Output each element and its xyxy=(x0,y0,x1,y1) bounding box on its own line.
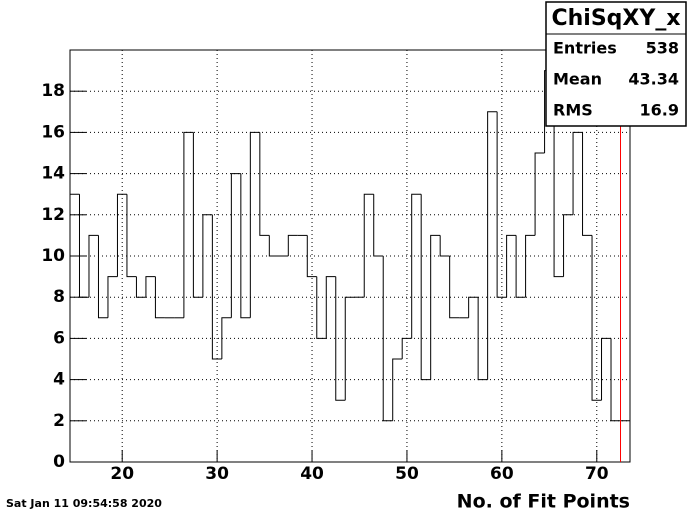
histogram-bin xyxy=(477,297,488,381)
histogram-bin xyxy=(601,337,612,401)
histogram-bin xyxy=(78,194,89,298)
histogram-bin xyxy=(211,214,222,360)
histogram-bin xyxy=(534,152,545,236)
histogram-bin xyxy=(306,235,317,278)
histogram-bin xyxy=(259,132,270,236)
y-tick-label: 8 xyxy=(53,287,65,307)
histogram-bin xyxy=(468,296,479,318)
x-tick-label: 70 xyxy=(585,464,609,484)
histogram-bin xyxy=(183,131,194,318)
histogram-bin xyxy=(287,234,298,256)
x-tick-label: 60 xyxy=(490,464,514,484)
y-tick-label: 18 xyxy=(41,81,65,101)
histogram-bin xyxy=(506,234,517,298)
histogram-bin xyxy=(240,173,251,319)
histogram-bin xyxy=(135,276,146,298)
histogram-bin xyxy=(97,235,108,319)
histogram-bin xyxy=(487,111,498,380)
histogram-bin xyxy=(430,234,441,380)
y-tick-label: 2 xyxy=(53,411,65,431)
stats-label: Mean xyxy=(553,70,602,89)
histogram-bin xyxy=(344,296,355,401)
histogram-bin xyxy=(268,235,279,257)
stats-value: 43.34 xyxy=(628,70,679,89)
histogram-bin xyxy=(563,214,574,277)
stats-box: ChiSqXY_x Entries 538 Mean 43.34 RMS 16.9 xyxy=(545,1,687,127)
histogram-bin xyxy=(154,276,165,319)
histogram-bin xyxy=(116,193,127,277)
histogram-bin xyxy=(363,193,374,298)
histogram-bin xyxy=(515,235,526,298)
histogram-bin xyxy=(449,256,460,319)
histogram-bin xyxy=(249,131,260,318)
histogram-bin xyxy=(316,276,327,339)
histogram-bin xyxy=(420,194,431,381)
histogram-bin xyxy=(145,276,156,298)
histogram-bin xyxy=(221,317,232,359)
histogram-bin xyxy=(620,420,631,462)
histogram-bin xyxy=(202,214,213,298)
stats-value: 16.9 xyxy=(640,101,679,120)
timestamp: Sat Jan 11 09:54:58 2020 xyxy=(6,497,162,510)
stats-frame xyxy=(545,1,687,127)
histogram-bin xyxy=(335,276,346,401)
y-tick-label: 12 xyxy=(41,205,65,225)
y-tick-label: 10 xyxy=(41,246,65,266)
histogram-bin xyxy=(88,234,99,298)
histogram-bin xyxy=(439,235,450,257)
histogram-bin xyxy=(591,235,602,401)
histogram-bin xyxy=(69,193,80,462)
histogram-bin xyxy=(411,193,422,339)
histogram-bin xyxy=(107,276,118,318)
x-tick-label: 40 xyxy=(300,464,324,484)
histogram-bin xyxy=(230,173,241,318)
y-tick-label: 16 xyxy=(41,122,65,142)
histogram-bin xyxy=(401,337,412,359)
x-axis-label: No. of Fit Points xyxy=(457,491,630,513)
histogram-bin xyxy=(126,194,137,278)
histogram-bin xyxy=(373,194,384,257)
y-tick-label: 14 xyxy=(41,164,65,184)
x-tick-label: 30 xyxy=(205,464,229,484)
stats-title: ChiSqXY_x xyxy=(551,6,680,31)
stats-label: Entries xyxy=(553,39,617,58)
x-tick-label: 50 xyxy=(395,464,419,484)
y-tick-label: 6 xyxy=(53,328,65,348)
histogram-bin xyxy=(382,256,393,422)
histogram-bin xyxy=(582,132,593,236)
histogram-bin xyxy=(553,70,564,278)
y-tick-label: 0 xyxy=(53,452,65,472)
histogram-bin xyxy=(496,111,507,298)
x-tick-label: 20 xyxy=(110,464,134,484)
histogram-bin xyxy=(192,132,203,298)
histogram-bin xyxy=(325,276,336,339)
histogram-bin xyxy=(392,358,403,421)
histogram-bin xyxy=(572,131,583,215)
histogram-bin xyxy=(525,234,536,298)
stats-value: 538 xyxy=(646,39,679,58)
histogram-bin xyxy=(610,338,621,422)
stats-label: RMS xyxy=(553,101,593,120)
y-tick-label: 4 xyxy=(53,370,65,390)
